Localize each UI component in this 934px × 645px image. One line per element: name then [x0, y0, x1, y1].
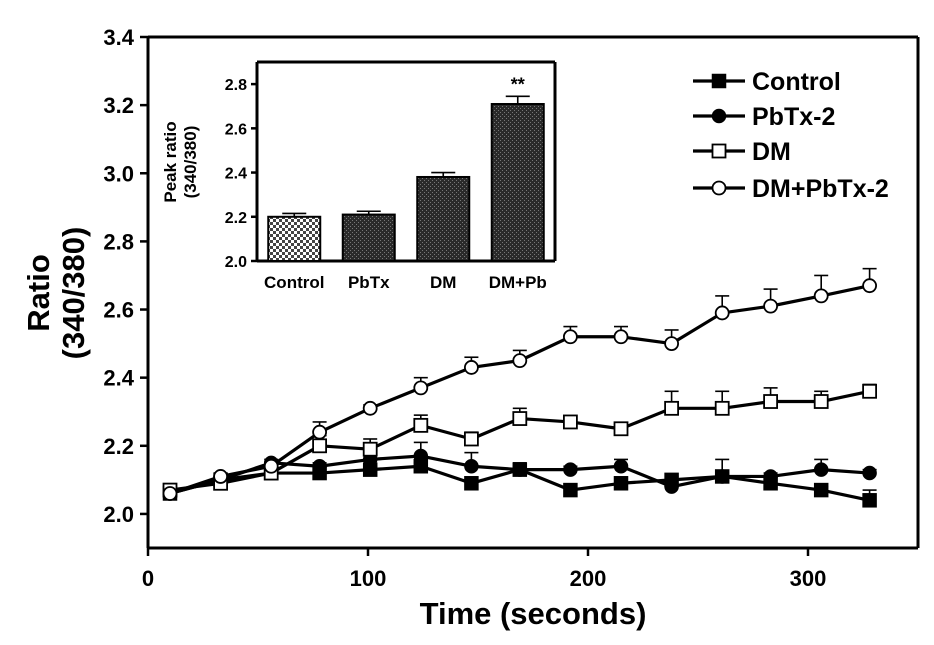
y-tick-label: 2.8	[103, 229, 134, 254]
series-layer	[162, 267, 877, 508]
data-point	[213, 469, 229, 484]
inset-y-tick-label: 2.8	[225, 77, 247, 94]
data-point	[613, 458, 629, 474]
y-tick-label: 3.4	[103, 25, 134, 50]
significance-annotation: **	[511, 74, 525, 94]
data-point	[312, 438, 328, 454]
inset-category-label: DM	[430, 273, 456, 292]
inset-y-axis: 2.0 2.2 2.4 2.6 2.8	[225, 77, 257, 271]
data-point	[714, 469, 730, 484]
x-axis-label: Time (seconds)	[420, 596, 647, 631]
data-point	[463, 431, 479, 447]
legend-label: DM	[752, 138, 791, 166]
data-point	[413, 380, 429, 396]
x-tick-label: 0	[142, 566, 154, 591]
legend-marker	[711, 73, 727, 89]
legend-label: DM+PbTx-2	[752, 175, 889, 203]
data-point	[862, 493, 877, 508]
x-tick-label: 100	[350, 566, 387, 591]
y-tick-label: 2.2	[103, 434, 134, 459]
inset-bar	[267, 215, 322, 262]
inset-y-tick-label: 2.6	[225, 121, 247, 138]
data-point	[813, 462, 829, 477]
inset-bar-chart: Peak ratio (340/380) 2.0 2.2 2.4 2.6 2.8 Con…	[161, 60, 557, 292]
inset-category-label: PbTx	[348, 273, 390, 292]
data-point	[162, 486, 178, 501]
data-point	[664, 479, 679, 494]
legend-item: DM	[693, 138, 791, 166]
data-point	[763, 298, 778, 314]
y-axis: 2.0 2.2 2.4 2.6 2.8 3.0 3.2 3.4	[103, 25, 148, 527]
series-dm	[162, 383, 877, 498]
plot-frame	[146, 35, 920, 550]
data-point	[613, 329, 629, 345]
legend-marker	[711, 108, 727, 124]
y-tick-label: 2.4	[103, 366, 134, 391]
data-point	[862, 278, 877, 294]
legend-marker	[711, 180, 727, 196]
data-point	[312, 424, 328, 440]
data-point	[862, 383, 877, 399]
y-axis-label-line1: Ratio	[21, 254, 56, 332]
inset-bar	[341, 213, 396, 262]
x-tick-label: 200	[570, 566, 607, 591]
inset-bars: Control PbTx DM DM+Pb **	[264, 74, 547, 292]
data-point	[714, 305, 730, 321]
data-point	[413, 417, 429, 433]
data-point	[763, 394, 778, 409]
inset-category-label: DM+Pb	[489, 273, 547, 292]
legend-label: PbTx-2	[752, 103, 835, 131]
y-tick-label: 2.6	[103, 298, 134, 323]
data-point	[613, 421, 629, 437]
inset-y-tick-label: 2.0	[225, 254, 247, 271]
legend-item: Control	[693, 68, 841, 96]
y-tick-label: 3.0	[103, 161, 134, 186]
y-tick-label: 2.0	[103, 502, 134, 527]
data-point	[512, 353, 528, 369]
data-point	[664, 336, 679, 352]
inset-y-axis-label-line2: (340/380)	[181, 126, 200, 199]
inset-y-axis-label-line1: Peak ratio	[161, 121, 180, 202]
legend: Control PbTx-2 DM DM+PbTx-2	[693, 68, 889, 203]
data-point	[813, 288, 829, 304]
data-point	[512, 411, 528, 426]
y-tick-label: 3.2	[103, 93, 134, 118]
data-point	[563, 329, 578, 345]
data-point	[613, 476, 629, 491]
inset-y-tick-label: 2.4	[225, 166, 247, 183]
inset-bar	[490, 103, 545, 262]
data-point	[464, 476, 479, 491]
inset-y-tick-label: 2.2	[225, 210, 247, 227]
data-point	[413, 448, 429, 464]
data-point	[862, 465, 877, 481]
data-point	[813, 482, 829, 498]
legend-label: Control	[752, 68, 841, 96]
legend-item: PbTx-2	[693, 103, 835, 131]
data-point	[813, 394, 829, 409]
data-point	[463, 360, 479, 375]
data-point	[714, 400, 730, 416]
legend-item: DM+PbTx-2	[693, 175, 889, 203]
data-point	[664, 400, 679, 416]
x-tick-label: 300	[790, 566, 827, 591]
data-point	[464, 458, 479, 474]
data-point	[763, 469, 778, 484]
data-point	[312, 458, 327, 474]
data-point	[362, 400, 378, 416]
inset-category-label: Control	[264, 273, 324, 292]
data-point	[563, 482, 578, 498]
x-axis: 0 100 200 300	[142, 548, 826, 591]
legend-marker	[711, 143, 727, 159]
inset-bar	[416, 175, 471, 263]
data-point	[362, 441, 378, 457]
series-dm-pbtx-2	[162, 267, 877, 501]
data-point	[563, 462, 578, 477]
data-point	[563, 414, 578, 430]
data-point	[263, 458, 279, 474]
data-point	[512, 462, 528, 477]
y-axis-label-line2: (340/380)	[56, 227, 91, 360]
